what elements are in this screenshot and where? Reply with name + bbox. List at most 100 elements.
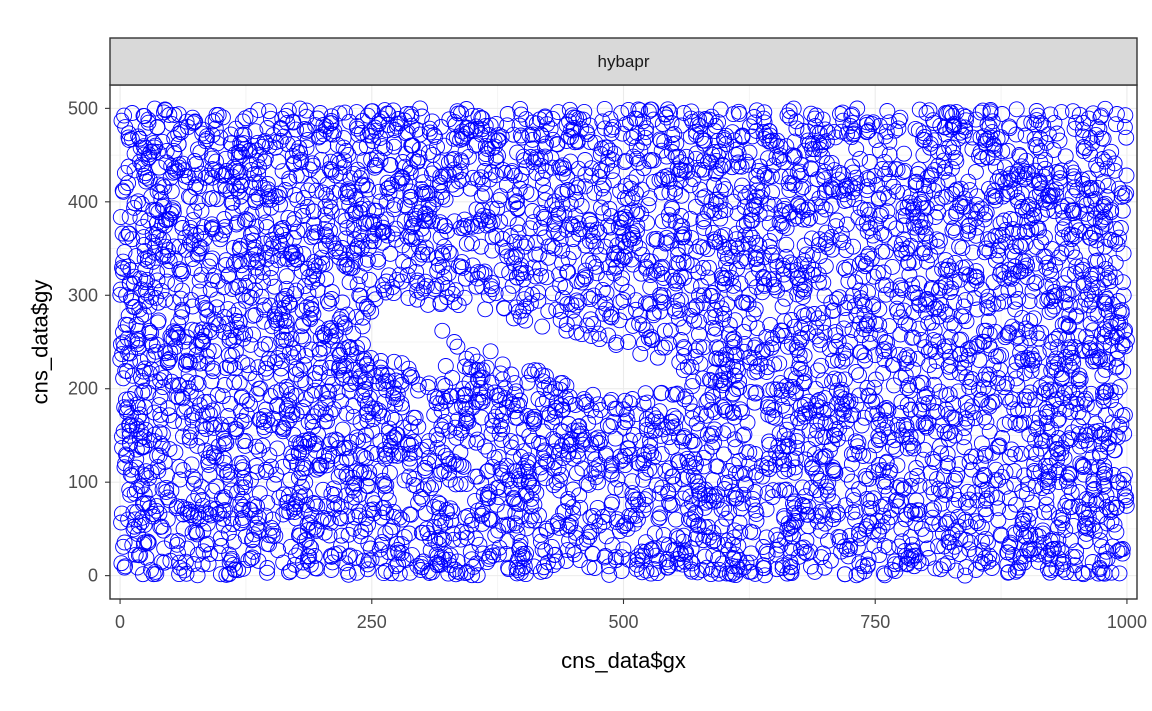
data-point xyxy=(972,554,989,571)
data-point xyxy=(300,285,317,302)
data-point xyxy=(899,396,916,413)
data-point xyxy=(612,453,629,470)
data-point xyxy=(630,101,647,118)
data-point xyxy=(1037,432,1054,449)
data-point xyxy=(967,545,984,562)
data-point xyxy=(1061,307,1078,324)
data-point xyxy=(263,458,280,475)
data-point xyxy=(1023,362,1040,379)
data-point xyxy=(200,342,217,359)
data-point xyxy=(844,158,861,175)
data-point xyxy=(814,304,831,321)
data-point xyxy=(654,171,670,188)
data-point xyxy=(858,256,875,273)
data-point xyxy=(630,548,646,565)
data-point xyxy=(389,385,406,402)
data-point xyxy=(974,542,991,559)
data-point xyxy=(889,416,906,433)
data-point xyxy=(631,455,647,472)
data-point xyxy=(318,457,335,474)
data-point xyxy=(766,279,783,296)
data-point xyxy=(407,229,424,246)
data-point xyxy=(875,507,892,524)
data-point xyxy=(134,566,151,583)
data-point xyxy=(136,486,153,503)
data-point xyxy=(683,103,700,120)
data-point xyxy=(323,291,340,307)
data-point xyxy=(405,218,421,235)
data-point xyxy=(263,199,280,216)
data-point xyxy=(303,341,320,358)
data-point xyxy=(1107,402,1124,419)
data-point xyxy=(966,290,983,306)
data-point xyxy=(457,143,474,160)
data-point xyxy=(534,169,551,186)
data-point xyxy=(420,455,437,472)
data-point xyxy=(956,511,973,528)
data-point xyxy=(361,390,378,407)
data-point xyxy=(183,291,200,308)
data-point xyxy=(879,103,896,119)
data-point xyxy=(288,282,305,299)
data-point xyxy=(353,167,370,184)
data-point xyxy=(310,258,327,275)
data-point xyxy=(190,487,207,504)
data-point xyxy=(258,364,274,381)
data-point xyxy=(824,373,840,390)
data-point xyxy=(424,165,440,182)
data-point xyxy=(786,493,803,510)
data-point xyxy=(652,505,669,522)
data-point xyxy=(845,238,862,255)
data-point xyxy=(583,402,600,419)
data-point xyxy=(639,394,656,411)
data-point xyxy=(925,265,942,282)
data-point xyxy=(586,461,603,478)
data-point xyxy=(809,422,826,439)
data-point xyxy=(331,311,348,328)
data-point xyxy=(259,564,276,581)
data-point xyxy=(1082,146,1099,163)
data-point xyxy=(619,412,636,429)
data-point xyxy=(326,494,343,511)
data-point xyxy=(231,313,248,330)
data-point xyxy=(512,392,529,409)
data-point xyxy=(930,204,947,221)
data-point xyxy=(861,171,878,188)
data-point xyxy=(761,215,778,232)
data-point xyxy=(437,447,454,464)
data-point xyxy=(696,220,712,236)
data-point xyxy=(298,102,315,119)
data-point xyxy=(784,540,801,557)
data-point xyxy=(731,379,748,396)
data-point xyxy=(570,294,587,311)
data-point xyxy=(1082,315,1099,332)
data-point xyxy=(849,539,866,556)
data-point xyxy=(546,240,563,257)
data-point xyxy=(281,564,298,581)
data-point xyxy=(272,236,289,252)
data-point xyxy=(1053,542,1070,559)
data-point xyxy=(278,280,295,297)
data-point xyxy=(417,239,434,256)
data-point xyxy=(440,451,457,468)
data-point xyxy=(307,117,324,134)
data-point xyxy=(669,452,686,469)
data-point xyxy=(578,475,595,492)
data-point xyxy=(503,366,520,383)
data-point xyxy=(878,454,895,471)
data-point xyxy=(635,471,652,488)
data-point xyxy=(678,544,695,561)
data-point xyxy=(730,103,747,120)
data-point xyxy=(1049,339,1066,356)
data-point xyxy=(375,472,391,489)
data-point xyxy=(276,250,293,267)
data-point xyxy=(592,432,609,449)
data-point xyxy=(301,269,318,285)
data-point xyxy=(401,445,418,462)
data-point xyxy=(758,529,775,546)
data-point xyxy=(1008,101,1025,118)
data-point xyxy=(198,131,215,148)
data-point xyxy=(1009,321,1026,338)
data-point xyxy=(645,152,662,169)
data-point xyxy=(1047,331,1064,347)
